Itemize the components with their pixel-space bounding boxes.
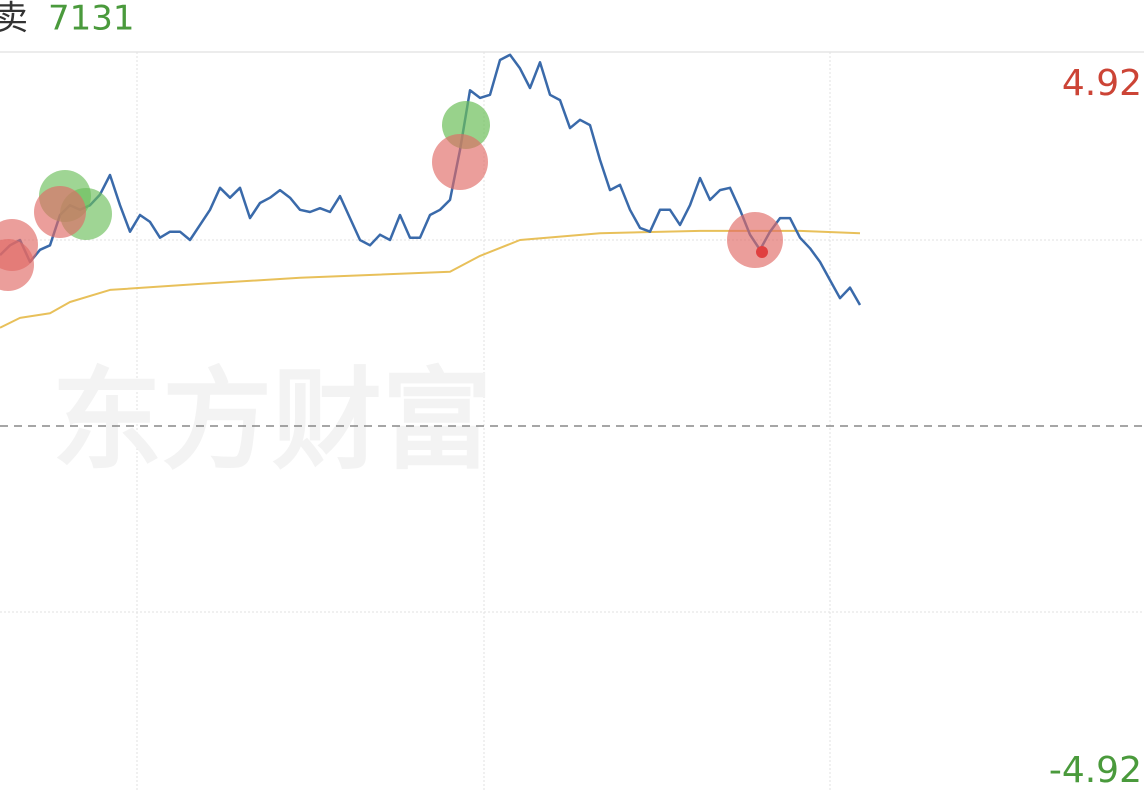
plot: -4.92 4.92 (0, 53, 1144, 790)
price-line (0, 53, 862, 306)
y-tick-label: 4.92 (1062, 63, 1142, 104)
watermark: 东方财富 (52, 356, 492, 484)
volume: 7131 (48, 0, 135, 39)
average-line (0, 229, 861, 329)
signals (0, 101, 783, 291)
sell-signal (432, 134, 488, 190)
signal-dot (756, 246, 768, 258)
sell-signal (34, 186, 86, 238)
y-tick-label: -4.92 (1049, 750, 1142, 790)
sell-signal (0, 239, 34, 291)
sell-signal (727, 212, 783, 268)
side-label: 卖 (0, 0, 28, 39)
